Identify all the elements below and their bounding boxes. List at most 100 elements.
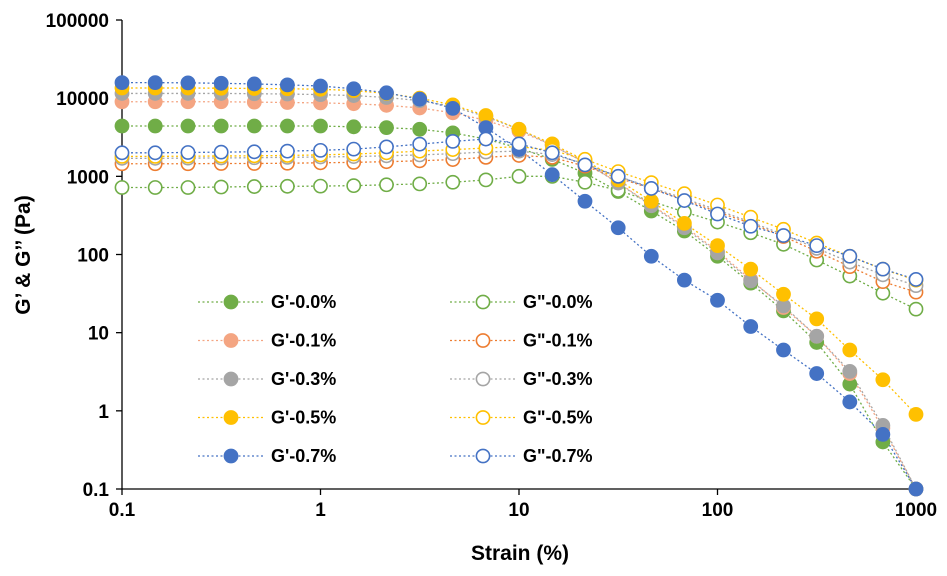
data-point-gp-0-0- (346, 119, 362, 135)
legend-item: G'-0.1% (198, 331, 336, 351)
legend-label: G'-0.1% (271, 331, 336, 351)
data-point-gp-0-7- (379, 85, 394, 101)
legend-item: G'-0.3% (198, 369, 336, 389)
data-point-gp-0-7- (246, 76, 262, 92)
data-point-gp-0-0- (246, 118, 262, 134)
data-point-gpp-0-7- (577, 157, 593, 173)
data-point-gpp-0-0- (577, 174, 593, 190)
data-point-gp-0-5- (643, 193, 659, 209)
data-point-gpp-0-7- (676, 193, 692, 208)
data-point-gp-0-7- (610, 220, 626, 236)
data-point-gpp-0-7- (511, 136, 527, 152)
data-point-gpp-0-0- (908, 301, 924, 317)
legend-marker (223, 333, 239, 348)
legend-marker (223, 294, 239, 310)
data-point-gp-0-5- (511, 121, 527, 137)
legend-marker (223, 410, 239, 425)
y-tick-label: 100000 (46, 11, 109, 32)
data-point-gp-0-0- (114, 118, 130, 134)
data-point-gpp-0-7- (180, 145, 196, 160)
y-tick-label: 0.1 (83, 480, 110, 501)
data-point-gp-0-7- (147, 75, 163, 91)
data-point-gpp-0-7- (776, 228, 791, 243)
data-point-gpp-0-7- (379, 139, 394, 155)
data-point-gp-0-7- (180, 75, 196, 91)
y-tick-label: 1 (98, 402, 109, 423)
y-tick-label: 10000 (56, 89, 109, 110)
data-point-gp-0-7- (676, 272, 692, 288)
data-point-gpp-0-7- (842, 248, 858, 264)
data-point-gp-0-7- (577, 193, 593, 209)
data-point-gp-0-7- (346, 81, 362, 97)
legend-item: G'-0.7% (198, 446, 336, 466)
data-point-gpp-0-7- (412, 136, 428, 152)
data-point-gpp-0-0- (379, 177, 394, 193)
legend-label: G'-0.5% (271, 408, 336, 428)
data-point-gp-0-0- (313, 118, 328, 134)
legend-marker (475, 410, 491, 425)
data-point-gp-0-7- (445, 100, 461, 116)
data-point-gpp-0-0- (478, 172, 494, 188)
data-point-gp-0-5- (478, 108, 494, 123)
data-point-gp-0-5- (875, 372, 891, 388)
data-point-gpp-0-7- (908, 272, 924, 287)
legend-marker (475, 448, 491, 464)
data-point-gpp-0-0- (279, 178, 295, 194)
legend-marker (475, 333, 491, 348)
axes: 0.1 1 10 100 1000 0.1 1 10 100 1000 10000 100000 (46, 11, 938, 521)
data-point-gpp-0-0- (180, 180, 196, 195)
data-point-gpp-0-0- (412, 176, 428, 192)
data-point-gp-0-5- (743, 261, 759, 277)
data-point-gpp-0-7- (478, 131, 494, 147)
x-tick-label: 0.1 (109, 500, 136, 521)
data-point-gpp-0-0- (313, 178, 328, 194)
legend-marker (223, 371, 239, 387)
series-points (114, 75, 924, 497)
data-point-gpp-0-0- (114, 180, 130, 195)
data-point-gp-0-3- (842, 363, 858, 379)
data-point-gp-0-3- (809, 328, 825, 344)
data-point-gpp-0-7- (875, 261, 891, 277)
data-point-gp-0-5- (776, 286, 791, 302)
y-tick-label: 10 (88, 324, 109, 345)
data-point-gp-0-7- (842, 394, 858, 410)
data-point-gpp-0-7- (809, 238, 825, 253)
data-point-gp-0-7- (544, 167, 560, 183)
y-tick-label: 100 (77, 246, 109, 267)
data-point-gp-0-7- (279, 77, 295, 93)
data-point-gpp-0-0- (246, 179, 262, 194)
legend-item: G"-0.5% (450, 408, 593, 428)
data-point-gp-0-5- (676, 215, 692, 231)
data-point-gp-0-0- (213, 118, 229, 134)
data-point-gp-0-7- (743, 319, 759, 334)
data-point-gpp-0-7- (279, 143, 295, 159)
legend-label: G'-0.3% (271, 369, 336, 389)
data-point-gp-0-0- (180, 118, 196, 134)
legend-label: G"-0.1% (523, 331, 593, 351)
data-point-gp-0-0- (147, 118, 163, 134)
data-point-gpp-0-0- (147, 180, 163, 195)
data-point-gp-0-5- (809, 311, 825, 327)
legend: G'-0.0% G"-0.0% G'-0.1% G"-0.1% G'-0.3% G"-0.… (198, 292, 593, 466)
x-tick-label: 1 (315, 500, 326, 521)
data-point-gpp-0-7- (643, 181, 659, 196)
data-point-gpp-0-7- (346, 141, 362, 157)
legend-label: G"-0.3% (523, 369, 593, 389)
data-point-gpp-0-0- (511, 168, 527, 184)
data-point-gpp-0-0- (213, 179, 229, 195)
x-tick-label: 100 (702, 500, 734, 521)
data-point-gp-0-5- (908, 407, 924, 422)
y-axis-title: G’ & G’’ (Pa) (12, 195, 35, 314)
data-point-gp-0-7- (412, 91, 428, 107)
data-point-gpp-0-7- (147, 145, 163, 161)
data-point-gp-0-7- (809, 366, 825, 381)
legend-item: G'-0.5% (198, 408, 336, 428)
data-point-gpp-0-7- (544, 145, 560, 161)
legend-item: G"-0.0% (450, 292, 593, 312)
legend-marker (223, 448, 239, 464)
data-point-gpp-0-7- (610, 168, 626, 184)
data-point-gp-0-5- (842, 342, 858, 358)
legend-item: G"-0.7% (450, 446, 593, 466)
legend-item: G"-0.1% (450, 331, 593, 351)
